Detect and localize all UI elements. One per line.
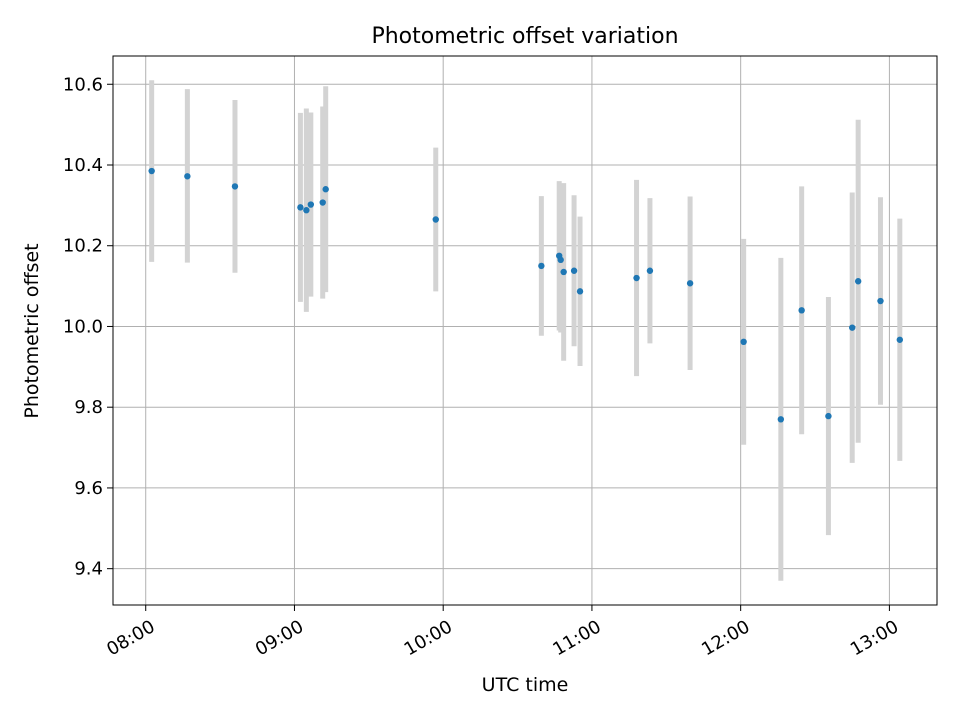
data-point [231, 183, 239, 190]
data-point [307, 201, 315, 208]
data-point [777, 416, 785, 423]
y-tick-label: 10.2 [63, 236, 103, 257]
chart-title: Photometric offset variation [371, 24, 678, 49]
data-point [849, 324, 856, 331]
data-points [148, 167, 904, 423]
y-axis-label: Photometric offset [21, 243, 43, 418]
x-axis-label: UTC time [482, 674, 569, 696]
data-point [570, 267, 578, 274]
data-point [557, 256, 564, 264]
data-point [297, 204, 304, 211]
data-point [740, 338, 747, 346]
data-point [896, 336, 904, 343]
data-point [560, 268, 567, 276]
data-point [576, 288, 584, 295]
data-point [148, 167, 155, 175]
data-point [633, 274, 640, 282]
data-point [686, 280, 694, 287]
y-tick-label: 9.4 [74, 559, 103, 580]
data-point [303, 207, 310, 214]
data-point [322, 186, 329, 193]
data-point [825, 412, 832, 420]
y-tick-label: 10.6 [63, 74, 103, 95]
data-point [798, 307, 805, 314]
data-point [432, 216, 439, 223]
data-point [319, 199, 326, 206]
data-point [854, 278, 862, 285]
data-point [646, 267, 654, 274]
y-tick-label: 10.0 [63, 316, 103, 337]
y-axis-ticks: 9.4 9.6 9.8 10.0 10.2 10.4 10.6 [63, 74, 113, 580]
data-point [184, 173, 191, 180]
data-point [877, 297, 884, 305]
plot-frame [112, 55, 938, 606]
data-point [538, 262, 545, 270]
y-tick-label: 10.4 [63, 155, 103, 176]
y-tick-label: 9.8 [74, 397, 103, 418]
y-tick-label: 9.6 [74, 478, 103, 499]
